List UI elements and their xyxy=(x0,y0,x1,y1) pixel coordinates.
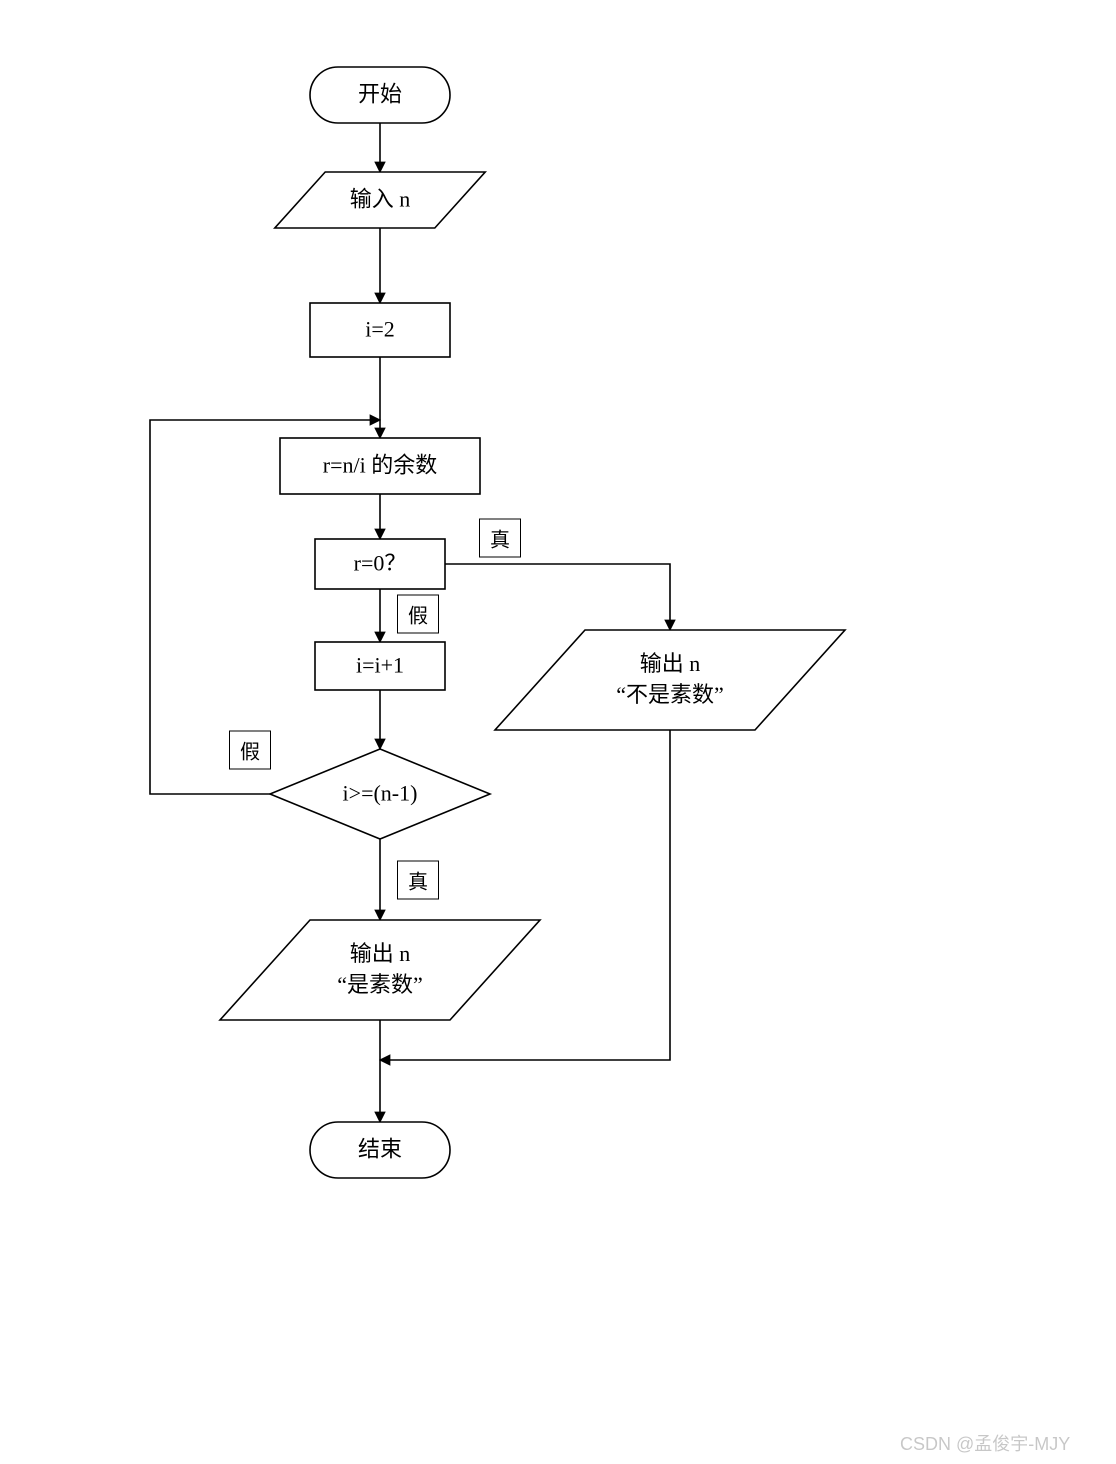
flowchart-canvas: 开始输入 n i=2 r=n/i 的余数 r=0？ i=i+1 i>=(n-1) 输出 n … xyxy=(0,0,1116,1464)
edge-label: 假 xyxy=(397,595,439,634)
node-start-label: 开始 xyxy=(358,80,402,111)
node-cond_i-label: i>=(n-1) xyxy=(343,779,418,810)
flowchart-svg xyxy=(0,0,1116,1464)
node-out_prime-label: 输出 n “是素数” xyxy=(337,939,423,1001)
node-inc_i-label: i=i+1 xyxy=(356,651,404,682)
node-calc_r-label: r=n/i 的余数 xyxy=(323,451,437,482)
edge-label: 假 xyxy=(229,731,271,770)
edge xyxy=(445,564,670,630)
node-init_i-label: i=2 xyxy=(365,315,395,346)
node-out_notprime-label: 输出 n “不是素数” xyxy=(616,649,724,711)
node-r_zero-label: r=0？ xyxy=(354,549,407,580)
watermark: CSDN @孟俊宇-MJY xyxy=(900,1430,1070,1456)
node-end-label: 结束 xyxy=(358,1135,402,1166)
edge-label: 真 xyxy=(479,519,521,558)
node-input_n-label: 输入 n xyxy=(350,185,411,216)
edge-label: 真 xyxy=(397,861,439,900)
